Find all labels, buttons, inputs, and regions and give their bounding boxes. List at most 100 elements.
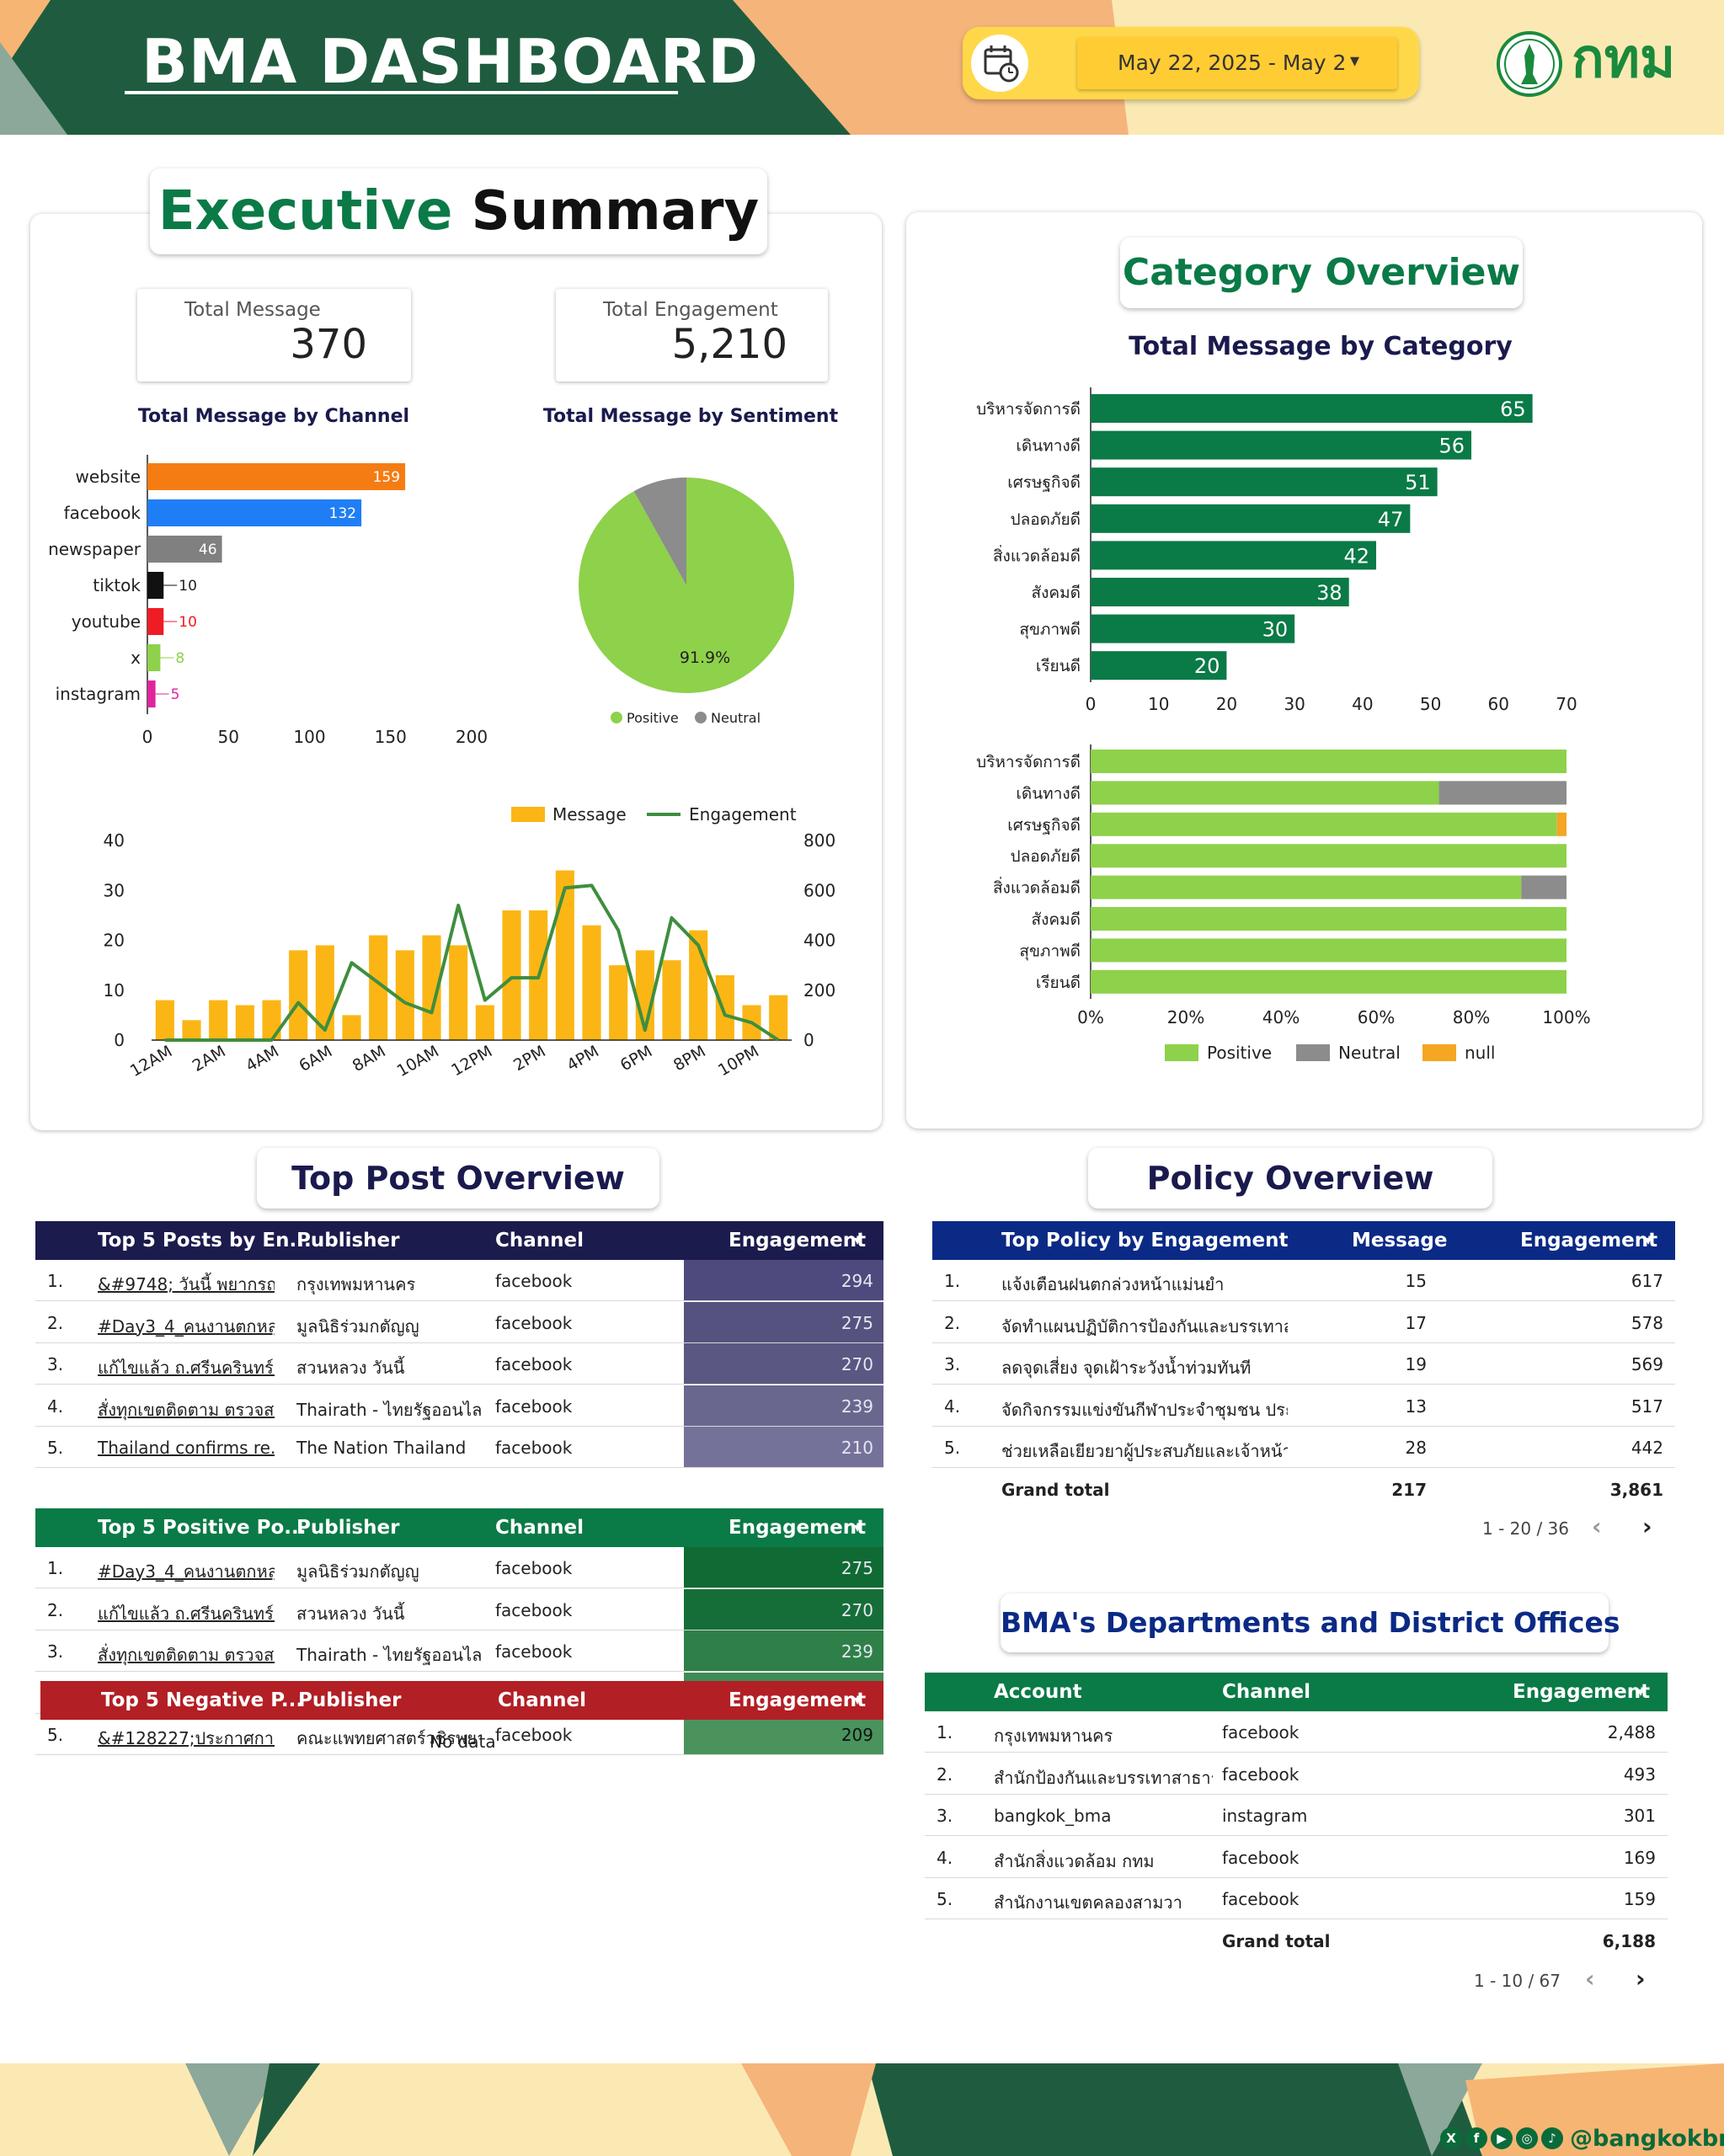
header-banner: BMA DASHBOARD May 22, 2025 - May 2 ▾ กทม [0,0,1724,135]
table-row[interactable]: 5. ช่วยเหลือเยียวยาผู้ประสบภัยและเจ้าหน้า… [932,1427,1675,1468]
column-header[interactable]: Engagement [729,1517,867,1539]
sort-caret-icon[interactable]: ▾ [1637,1684,1645,1700]
tiktok-icon[interactable]: ♪ [1541,2127,1563,2149]
sort-caret-icon[interactable]: ▾ [854,1692,862,1708]
table-row[interactable]: 1. กรุงเทพมหานคร facebook 2,488 [925,1711,1668,1753]
table-row[interactable]: 4. สั่งทุกเขตติดตาม ตรวจสอ... Thairath - ไ… [35,1385,883,1427]
post-link[interactable]: #Day3_4_คนงานตกหลุ... [98,1315,275,1337]
table-row[interactable]: 3. ลดจุดเสี่ยง จุดเฝ้าระวังน้ำท่วมทันที 19… [932,1343,1675,1385]
date-range-control[interactable]: May 22, 2025 - May 2 ▾ [963,27,1419,99]
facebook-icon[interactable]: f [1465,2127,1487,2149]
column-header[interactable]: Engagement [1520,1230,1658,1251]
publisher: กรุงเทพมหานคร [296,1274,416,1294]
publisher: สวนหลวง วันนี้ [296,1603,405,1624]
x-tick-label: 50 [1420,694,1441,714]
column-header[interactable]: Message [1352,1230,1448,1251]
column-header[interactable]: Top Policy by Engagement [1001,1230,1289,1251]
column-header[interactable]: Top 5 Negative P... [101,1689,304,1711]
column-header[interactable]: Channel [1222,1681,1311,1703]
post-link[interactable]: แก้ไขแล้ว ถ.ศรีนครินทร์ บ... [98,1358,275,1378]
youtube-icon[interactable]: ▶ [1491,2127,1513,2149]
table-row[interactable]: 1. &#9748; วันนี้ พยากรณ์... กรุงเทพมหานคร… [35,1260,883,1301]
column-header[interactable]: Publisher [298,1689,402,1711]
x-icon[interactable]: X [1440,2127,1462,2149]
engagement-value: 270 [841,1599,873,1620]
y-right-tick-label: 200 [803,980,835,1001]
column-header[interactable]: Account [994,1681,1082,1703]
instagram-icon[interactable]: ◎ [1516,2127,1538,2149]
table-row[interactable]: 3. สั่งทุกเขตติดตาม ตรวจสอ... Thairath - ไ… [35,1630,883,1672]
footer-banner [0,2063,1724,2156]
table-row[interactable]: 1. #Day3_4_คนงานตกหลุ... มูลนิธิร่วมกตัญญู… [35,1547,883,1588]
column-header[interactable]: Top 5 Positive Po... [98,1517,307,1539]
sort-caret-icon[interactable]: ▾ [1645,1232,1652,1248]
stacked-bar-segment [1091,781,1439,805]
column-header[interactable]: Channel [495,1230,584,1251]
row-number: 2. [937,1764,953,1785]
next-page-icon[interactable]: › [1642,1513,1652,1540]
table-header: Top Policy by Engagement Message Engagemen… [932,1221,1675,1260]
column-header[interactable]: Channel [495,1517,584,1539]
table-row[interactable]: 3. แก้ไขแล้ว ถ.ศรีนครินทร์ บ... สวนหลวง วั… [35,1343,883,1385]
sort-caret-icon[interactable]: ▾ [854,1232,862,1248]
column-header[interactable]: Engagement [729,1230,867,1251]
column-header[interactable]: Publisher [296,1230,400,1251]
x-tick-label: 0 [142,727,153,747]
next-page-icon[interactable]: › [1636,1965,1646,1993]
column-header[interactable]: Channel [498,1689,587,1711]
sort-caret-icon[interactable]: ▾ [854,1519,862,1535]
table-row[interactable]: 1. แจ้งเตือนฝนตกล่วงหน้าแม่นยำ 15 617 [932,1260,1675,1301]
post-link[interactable]: &#128227;ประกาศการ... [98,1728,275,1748]
column-header[interactable]: Top 5 Posts by En... [98,1230,312,1251]
column-header[interactable]: Engagement [729,1689,867,1711]
message-bar [182,1020,201,1040]
category-label: website [76,467,141,487]
row-number: 3. [47,1354,64,1374]
table-row[interactable]: 5. &#128227;ประกาศการ... คณะแพทยศาสตร์วชิร… [35,1714,883,1755]
category-label: newspaper [48,539,141,559]
channel: facebook [495,1354,573,1374]
category-label: สิ่งแวดล้อมดี [993,877,1081,898]
table-row[interactable]: 4. สำนักสิ่งแวดล้อม กทม facebook 169 [925,1837,1668,1878]
date-range-dropdown[interactable]: May 22, 2025 - May 2 ▾ [1077,37,1397,89]
post-link[interactable]: #Day3_4_คนงานตกหลุ... [98,1561,275,1582]
column-header[interactable]: Engagement [1513,1681,1651,1703]
x-tick-label: 2PM [510,1042,549,1075]
engagement-value: 239 [841,1396,873,1417]
table-row[interactable]: 5. สำนักงานเขตคลองสามวา facebook 159 [925,1878,1668,1919]
post-link[interactable]: &#9748; วันนี้ พยากรณ์... [98,1274,275,1294]
legend-label: Positive [627,710,679,726]
data-label: 47 [1378,508,1404,531]
message-bar [342,1015,361,1040]
post-link[interactable]: สั่งทุกเขตติดตาม ตรวจสอ... [98,1399,275,1420]
message-bar [369,935,388,1040]
footer-handle[interactable]: @bangkokbma [1570,2125,1724,2152]
post-link[interactable]: แก้ไขแล้ว ถ.ศรีนครินทร์ บ... [98,1603,275,1624]
legend-swatch-message [511,807,545,822]
table-row[interactable]: 3. bangkok_bma instagram 301 [925,1795,1668,1836]
prev-page-icon[interactable]: ‹ [1592,1513,1602,1540]
table-row[interactable]: 2. #Day3_4_คนงานตกหลุ... มูลนิธิร่วมกตัญญู… [35,1301,883,1343]
post-link[interactable]: Thailand confirms re... [98,1438,275,1458]
prev-page-icon[interactable]: ‹ [1585,1965,1595,1993]
table-row[interactable]: 2. จัดทำแผนปฏิบัติการป้องกันและบรรเทาส...… [932,1302,1675,1343]
legend-label-engagement: Engagement [689,804,797,825]
table-row[interactable]: 2. สำนักป้องกันและบรรเทาสาธาร... facebook 4… [925,1753,1668,1795]
legend-swatch [1296,1044,1330,1061]
bar [147,572,164,599]
channel: facebook [495,1312,573,1333]
engagement-heat-cell [684,1547,883,1588]
calendar-clock-icon[interactable] [971,35,1028,92]
post-link[interactable]: สั่งทุกเขตติดตาม ตรวจสอ... [98,1645,275,1665]
table-row[interactable]: 2. แก้ไขแล้ว ถ.ศรีนครินทร์ บ... สวนหลวง วั… [35,1588,883,1630]
category-label: เดินทางดี [1016,784,1081,803]
engagement-value: 517 [1631,1396,1663,1417]
row-number: 2. [47,1312,64,1333]
policy-table: Top Policy by Engagement Message Engagemen… [932,1221,1675,1508]
data-label: 51 [1405,471,1431,494]
caret-down-icon[interactable]: ▾ [1350,51,1360,72]
table-row[interactable]: 4. จัดกิจกรรมแข่งขันกีฬาประจำชุมชน ประ...… [932,1385,1675,1427]
table-row[interactable]: 5. Thailand confirms re... The Nation Thai… [35,1427,883,1468]
column-header[interactable]: Publisher [296,1517,400,1539]
data-label: 30 [1262,618,1289,642]
